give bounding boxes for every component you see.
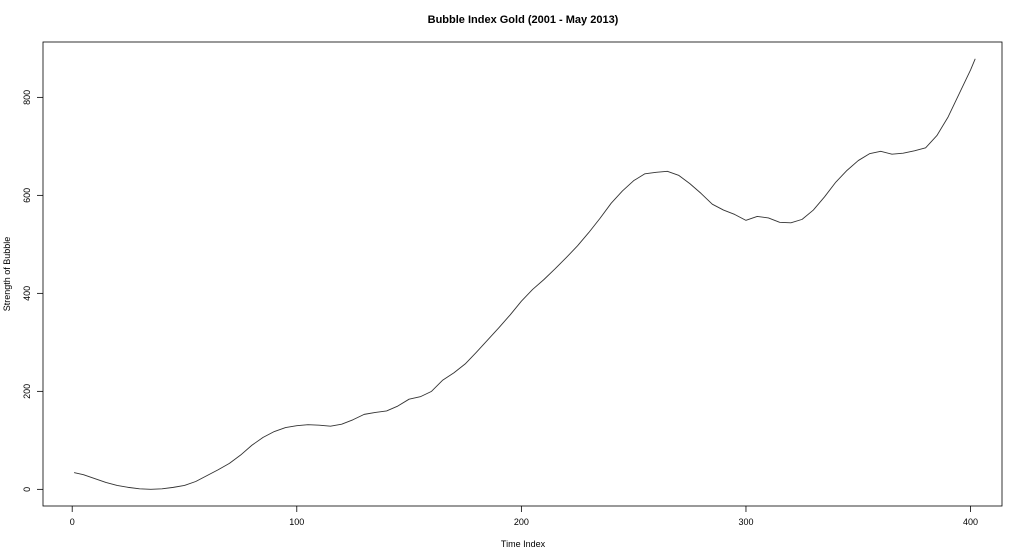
y-tick-label: 200: [22, 384, 32, 399]
x-tick-label: 0: [70, 517, 75, 527]
x-tick-label: 200: [514, 517, 529, 527]
y-axis: 0 200 400 600 800: [22, 90, 43, 492]
y-tick-label: 800: [22, 90, 32, 105]
x-axis-label: Time Index: [501, 539, 546, 549]
x-tick-label: 300: [738, 517, 753, 527]
bubble-strength-line: [73, 58, 976, 490]
plot-area-frame: [42, 41, 1003, 507]
x-axis: 0 100 200 300 400: [70, 506, 978, 527]
y-axis-label: Strength of Bubble: [2, 237, 12, 312]
y-tick-label: 600: [22, 188, 32, 203]
y-tick-label: 0: [22, 487, 32, 492]
y-tick-label: 400: [22, 286, 32, 301]
x-tick-label: 400: [963, 517, 978, 527]
chart-title: Bubble Index Gold (2001 - May 2013): [428, 14, 619, 26]
x-tick-label: 100: [289, 517, 304, 527]
